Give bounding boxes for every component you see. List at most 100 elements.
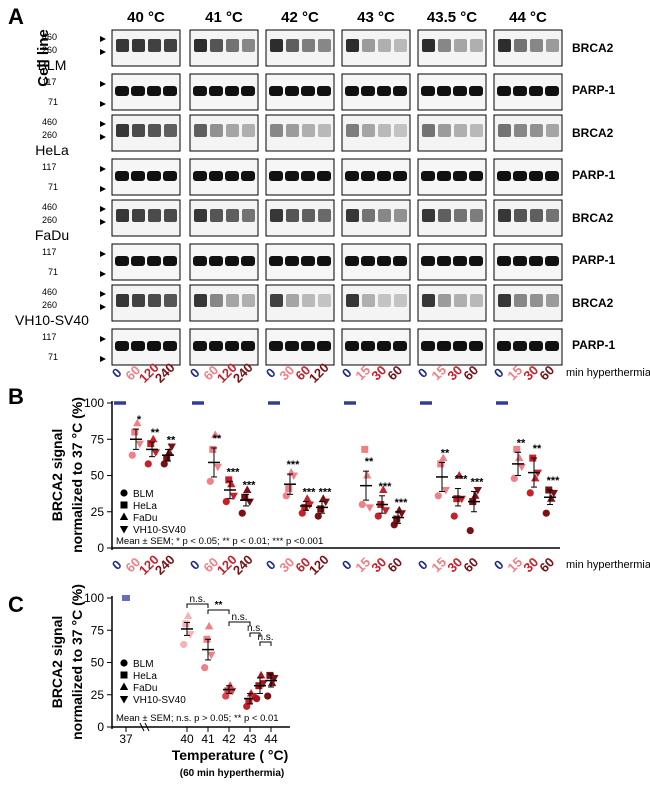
brca2-band xyxy=(302,209,315,222)
control-marker xyxy=(122,595,130,601)
significance-label: ** xyxy=(441,447,450,459)
brca2-band xyxy=(394,209,407,222)
marker-arrow xyxy=(100,356,106,362)
panel-c-chart: 0 25 50 75 100 37 40 41 42 43 44 BRCA2 signal normal… xyxy=(49,584,290,779)
data-point xyxy=(450,512,458,520)
brca2-band xyxy=(498,124,511,137)
brca2-band xyxy=(210,294,223,307)
brca2-band xyxy=(194,124,207,137)
cell-line-header: Cell line xyxy=(35,29,52,87)
data-point xyxy=(213,463,222,472)
marker-label: 117 xyxy=(42,332,56,342)
brca2-band xyxy=(394,39,407,52)
significance-bracket xyxy=(186,603,209,608)
brca2-band xyxy=(438,124,451,137)
parp-label: PARP-1 xyxy=(572,338,615,352)
time-label: 60 xyxy=(384,554,405,575)
data-point xyxy=(513,445,521,453)
parp-band xyxy=(285,256,299,266)
parp-band xyxy=(421,341,435,351)
parp-band xyxy=(437,86,451,96)
brca2-band xyxy=(530,294,543,307)
data-point xyxy=(515,453,524,462)
parp-band xyxy=(513,86,527,96)
data-point xyxy=(167,443,176,451)
parp-band xyxy=(301,171,315,181)
y-tick-label: 50 xyxy=(91,469,105,483)
temperature-header: 44 °C xyxy=(509,9,547,26)
x-tick-label: 42 xyxy=(222,732,236,746)
parp-band xyxy=(421,86,435,96)
parp-band xyxy=(193,341,207,351)
data-point xyxy=(144,460,152,468)
data-point xyxy=(165,447,174,456)
significance-label: ** xyxy=(533,443,542,455)
data-point xyxy=(358,500,366,509)
parp-band xyxy=(285,171,299,181)
brca2-band xyxy=(132,209,145,222)
parp-band xyxy=(317,86,331,96)
data-point xyxy=(135,440,144,449)
data-point xyxy=(303,494,312,502)
data-point xyxy=(381,507,390,515)
brca2-band xyxy=(362,294,375,307)
legend-marker xyxy=(120,659,128,667)
parp-band xyxy=(317,341,331,351)
parp-band xyxy=(115,86,129,96)
parp-band xyxy=(545,256,559,266)
data-point xyxy=(163,454,171,462)
marker-label: 71 xyxy=(48,352,58,362)
time-label: 240 xyxy=(230,552,256,578)
parp-band xyxy=(193,86,207,96)
parp-band xyxy=(269,86,283,96)
brca2-band xyxy=(116,39,129,52)
data-point xyxy=(183,611,193,620)
data-point xyxy=(549,489,558,498)
parp-band xyxy=(269,171,283,181)
data-point xyxy=(517,463,526,472)
marker-label: 460 xyxy=(42,32,57,42)
data-point xyxy=(207,651,216,660)
data-point xyxy=(379,485,388,493)
brca2-band xyxy=(378,209,391,222)
data-point xyxy=(243,485,252,493)
brca2-band xyxy=(346,209,359,222)
significance-label: *** xyxy=(303,487,317,499)
time-label: 60 xyxy=(460,362,481,383)
brca2-band xyxy=(470,294,483,307)
parp-band xyxy=(147,171,161,181)
parp-band xyxy=(115,341,129,351)
temperature-header: 43.5 °C xyxy=(427,9,477,26)
data-point xyxy=(510,474,518,482)
x-tick-label: 40 xyxy=(180,732,194,746)
data-point xyxy=(393,515,401,523)
data-point xyxy=(365,504,374,512)
brca2-band xyxy=(498,209,511,222)
time-label: 240 xyxy=(152,552,178,578)
parp-band xyxy=(131,86,145,96)
data-point xyxy=(285,485,293,493)
bracket-label: ** xyxy=(215,600,223,611)
data-point xyxy=(321,498,330,507)
data-point xyxy=(542,509,550,517)
parp-label: PARP-1 xyxy=(572,253,615,267)
marker-arrow xyxy=(100,36,106,42)
parp-band xyxy=(301,86,315,96)
brca2-band xyxy=(514,209,527,222)
parp-band xyxy=(269,256,283,266)
parp-band xyxy=(147,86,161,96)
significance-label: ** xyxy=(151,427,160,439)
marker-arrow xyxy=(100,271,106,277)
parp-band xyxy=(225,256,239,266)
brca2-band xyxy=(116,124,129,137)
brca2-band xyxy=(422,294,435,307)
significance-label: * xyxy=(137,414,142,426)
brca2-band xyxy=(318,39,331,52)
brca2-band xyxy=(470,124,483,137)
data-point xyxy=(314,512,322,520)
temperature-header: 42 °C xyxy=(281,9,319,26)
data-point xyxy=(531,473,540,482)
parp-band xyxy=(131,256,145,266)
panel-b-letter: B xyxy=(8,384,24,409)
brca2-band xyxy=(132,39,145,52)
